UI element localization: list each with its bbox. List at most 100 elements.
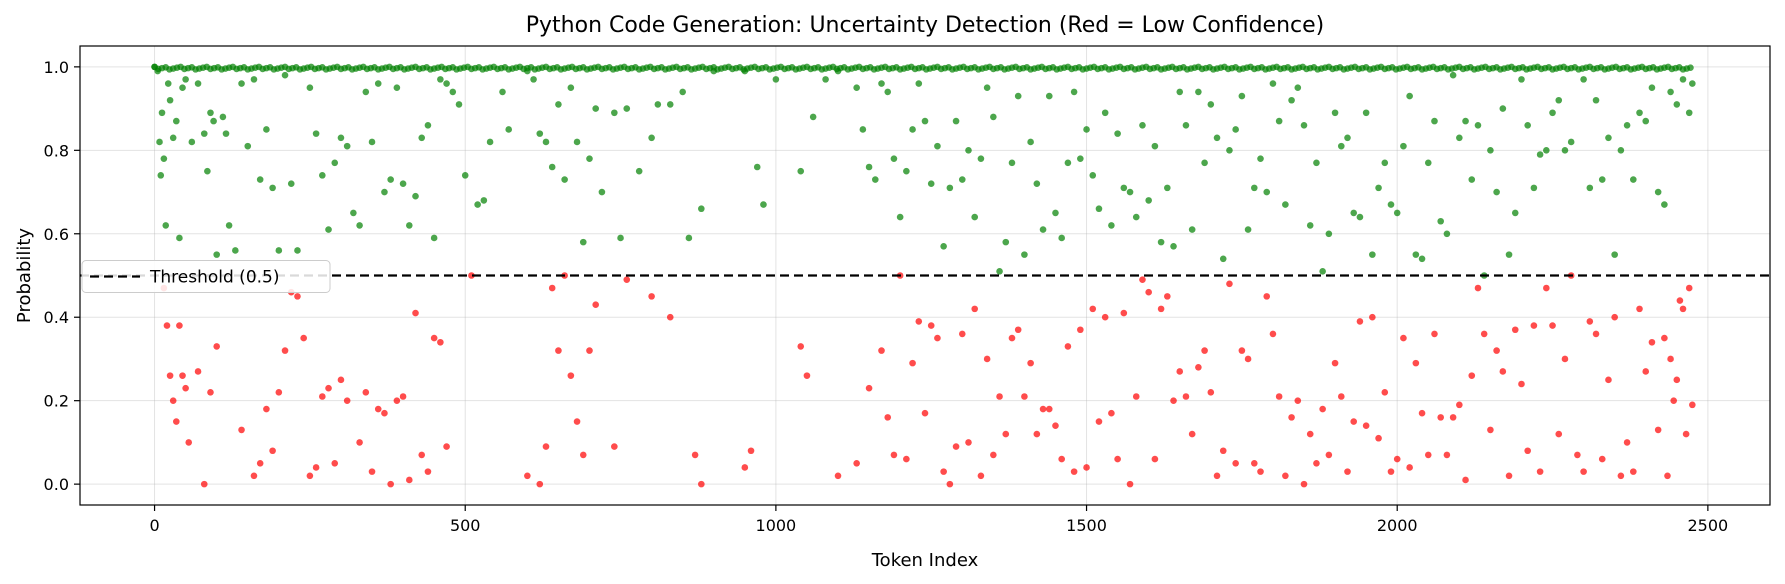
high-confidence-point (1101, 109, 1109, 117)
low-confidence-point (1387, 468, 1395, 475)
high-confidence-point (387, 176, 394, 183)
low-confidence-point (275, 389, 283, 396)
high-confidence-point (567, 84, 575, 92)
high-confidence-point (1207, 101, 1215, 108)
low-confidence-point (269, 447, 276, 455)
high-confidence-point (990, 113, 997, 121)
low-confidence-point (903, 455, 910, 463)
high-confidence-point (1058, 234, 1065, 242)
low-confidence-point (1505, 472, 1513, 480)
high-confidence-point (586, 155, 593, 162)
high-confidence-point (648, 134, 655, 142)
low-confidence-point (294, 293, 301, 300)
high-confidence-point (1120, 184, 1128, 192)
low-confidence-point (412, 309, 419, 317)
high-confidence-point (921, 117, 929, 125)
high-confidence-point (1238, 92, 1246, 100)
low-confidence-point (1648, 338, 1656, 346)
high-confidence-point (461, 172, 469, 179)
low-confidence-point (666, 313, 674, 321)
high-confidence-point (1275, 117, 1283, 125)
high-confidence-point (250, 76, 258, 83)
low-confidence-point (325, 384, 332, 392)
low-confidence-point (927, 322, 935, 329)
high-confidence-point (1530, 184, 1538, 192)
chart-title: Python Code Generation: Uncertainty Dete… (526, 13, 1325, 38)
y-tick-label: 0.8 (44, 141, 69, 160)
high-confidence-point (213, 251, 220, 258)
high-confidence-point (1648, 84, 1656, 92)
high-confidence-point (1070, 88, 1078, 96)
high-confidence-point (1344, 134, 1351, 142)
high-confidence-point (548, 163, 556, 171)
low-confidence-point (1064, 343, 1072, 350)
y-tick-label: 0.0 (44, 475, 69, 494)
x-tick-label: 2500 (1688, 516, 1729, 535)
low-confidence-point (946, 480, 954, 488)
low-confidence-point (1244, 355, 1252, 363)
low-confidence-point (1592, 330, 1600, 338)
low-confidence-point (884, 414, 892, 421)
high-confidence-point (592, 105, 599, 112)
low-confidence-point (536, 480, 544, 488)
high-confidence-point (166, 96, 174, 104)
high-confidence-point (635, 167, 643, 175)
low-confidence-point (1685, 284, 1693, 292)
high-confidence-point (1605, 134, 1612, 142)
low-confidence-point (437, 338, 444, 346)
low-confidence-point (263, 405, 270, 413)
high-confidence-point (179, 84, 186, 92)
high-confidence-point (1431, 117, 1438, 125)
y-tick-label: 0.4 (44, 308, 69, 327)
high-confidence-point (530, 76, 537, 83)
high-confidence-point (822, 76, 829, 83)
data-points (151, 63, 1696, 488)
low-confidence-point (611, 443, 618, 450)
high-confidence-point (343, 142, 351, 150)
low-confidence-point (1207, 389, 1215, 396)
low-confidence-point (915, 318, 923, 325)
low-confidence-point (1667, 355, 1674, 363)
high-confidence-point (1518, 76, 1525, 83)
low-confidence-point (909, 359, 916, 367)
low-confidence-point (1586, 318, 1594, 325)
low-confidence-point (803, 372, 811, 379)
high-confidence-point (207, 109, 214, 117)
high-confidence-point (337, 134, 345, 142)
y-tick-label: 1.0 (44, 58, 69, 77)
low-confidence-point (1033, 430, 1041, 438)
dense-point (1687, 64, 1694, 71)
low-confidence-point (387, 480, 394, 488)
low-confidence-point (393, 397, 401, 404)
low-confidence-point (555, 347, 562, 354)
high-confidence-point (977, 155, 985, 162)
high-confidence-point (741, 67, 749, 75)
high-confidence-point (809, 113, 817, 121)
low-confidence-point (1679, 305, 1687, 313)
low-confidence-point (343, 397, 351, 404)
high-confidence-point (1095, 205, 1103, 213)
low-confidence-point (890, 451, 898, 459)
low-confidence-point (1337, 393, 1345, 400)
low-confidence-point (1574, 451, 1581, 459)
high-confidence-point (275, 247, 283, 254)
high-confidence-point (1226, 147, 1233, 154)
high-confidence-point (1157, 238, 1165, 246)
high-confidence-point (362, 88, 370, 96)
low-confidence-point (940, 468, 947, 475)
low-confidence-point (1008, 334, 1016, 342)
high-confidence-point (896, 213, 904, 221)
high-confidence-point (210, 117, 217, 125)
high-confidence-point (1337, 142, 1345, 150)
high-confidence-point (374, 80, 382, 87)
high-confidence-point (1617, 147, 1625, 154)
high-confidence-point (1400, 142, 1407, 150)
high-confidence-point (499, 88, 506, 96)
high-confidence-point (573, 138, 581, 146)
low-confidence-point (1530, 322, 1538, 329)
low-confidence-point (1617, 472, 1625, 480)
low-confidence-point (878, 347, 885, 354)
high-confidence-point (685, 234, 693, 242)
low-confidence-point (1682, 430, 1690, 438)
high-confidence-point (1505, 251, 1513, 258)
